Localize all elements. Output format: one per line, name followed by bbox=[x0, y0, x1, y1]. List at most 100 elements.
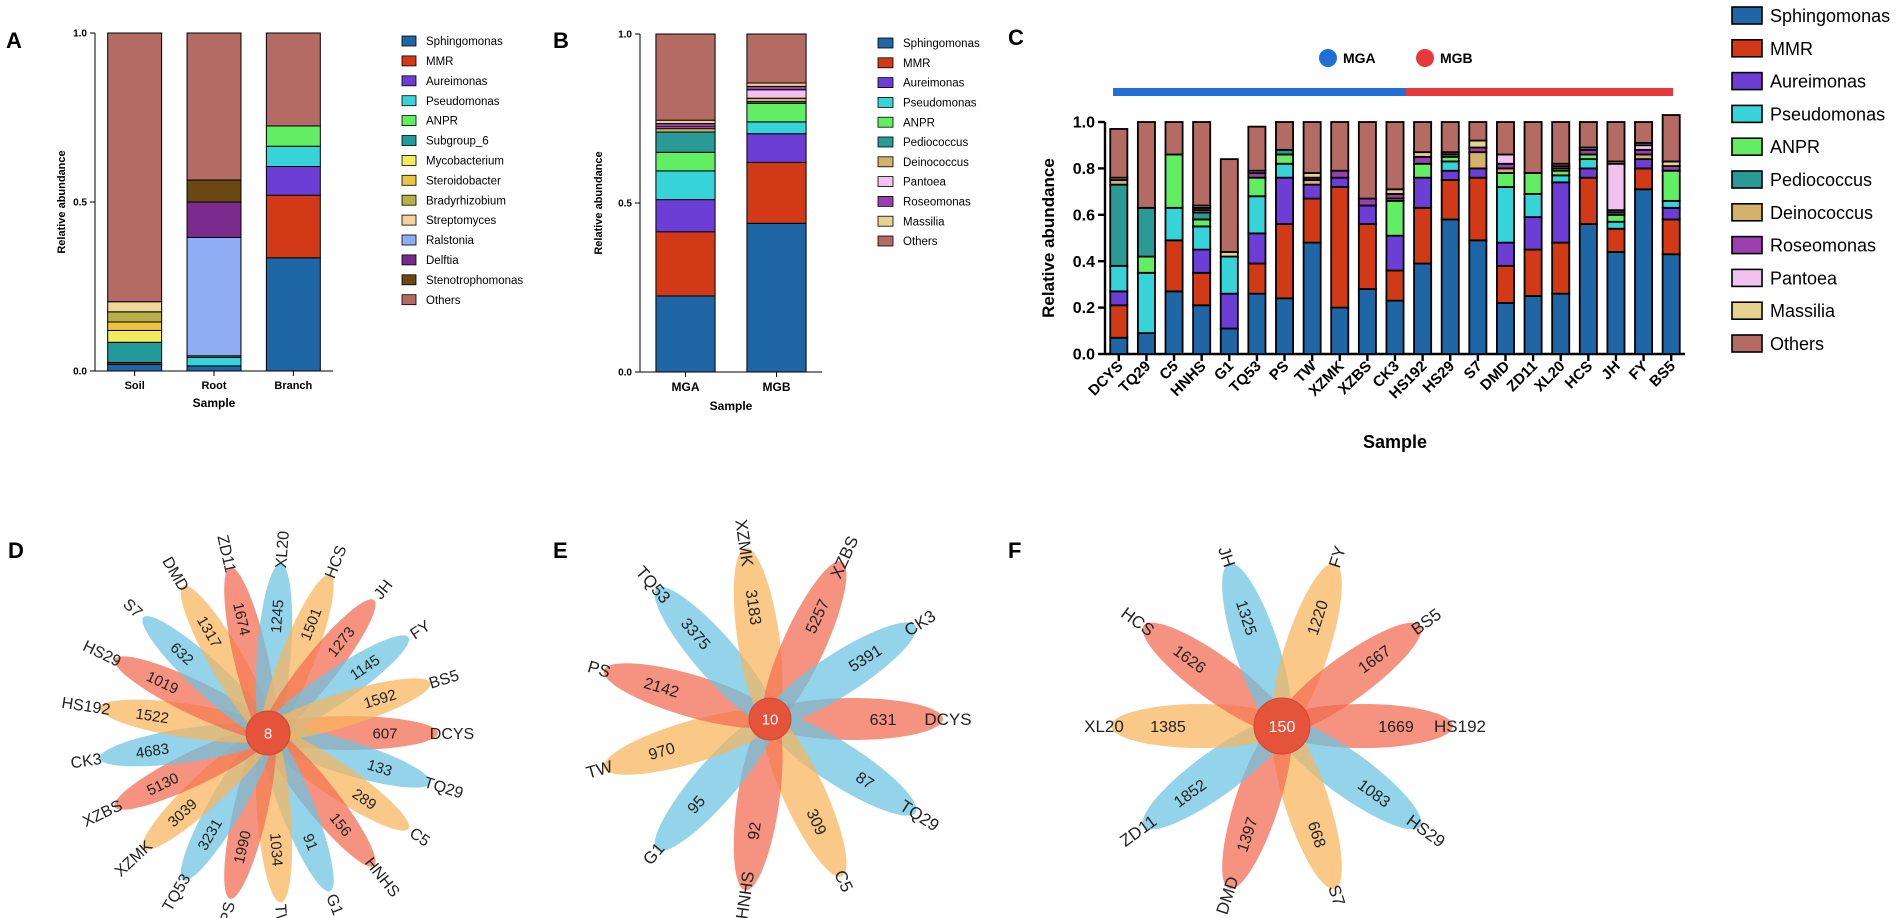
legend-swatch-pantoea bbox=[877, 176, 894, 188]
legend-label: Bradyrhizobium bbox=[426, 195, 506, 207]
bar-segment-others bbox=[1634, 121, 1654, 144]
petal-label: ZD11 bbox=[213, 534, 238, 575]
flower-center bbox=[245, 710, 291, 756]
bar-segment-pseudomonas bbox=[1219, 255, 1239, 295]
bar-segment-mmr bbox=[1247, 262, 1267, 295]
bar-segment-mmr bbox=[1634, 167, 1654, 191]
petal-value: 3183 bbox=[742, 589, 764, 627]
bar-segment-pseudomonas bbox=[1661, 199, 1681, 209]
legend-label: Stenotrophomonas bbox=[426, 275, 523, 287]
legend-label: Subgroup_6 bbox=[426, 136, 489, 148]
bar-segment-pantoea bbox=[1606, 162, 1626, 212]
flower-center-count: 10 bbox=[762, 711, 779, 728]
bar-segment-aureimonas bbox=[1634, 158, 1654, 170]
bar-segment-bradyrhizobium bbox=[107, 311, 163, 323]
petal-group bbox=[99, 563, 438, 903]
x-axis-title: Sample bbox=[193, 396, 236, 410]
petal-label: XZMK bbox=[731, 518, 757, 568]
petal-label: DCYS bbox=[924, 710, 971, 729]
bar-segment-aureimonas bbox=[1219, 292, 1239, 330]
bar-segment-sphingomonas bbox=[186, 365, 242, 372]
petal-value: 91 bbox=[299, 831, 321, 853]
bar-segment-mmr bbox=[1330, 186, 1350, 309]
petal-value: 1385 bbox=[1150, 719, 1186, 736]
x-tick-label: TQ53 bbox=[1226, 358, 1265, 397]
bar-segment-sphingomonas bbox=[1496, 302, 1515, 355]
y-tick-label: 0.0 bbox=[73, 367, 87, 378]
petal-group bbox=[1111, 563, 1453, 889]
bar-segment-others bbox=[1357, 121, 1377, 200]
legend-label: Others bbox=[426, 295, 461, 307]
legend-swatch-massilia bbox=[1731, 301, 1763, 321]
x-axis-title: Sample bbox=[1363, 432, 1427, 452]
bar-segment-mmr bbox=[1192, 271, 1212, 307]
flower-center-count: 8 bbox=[264, 725, 272, 742]
petal-label: S7 bbox=[1324, 883, 1348, 909]
legend-label: Others bbox=[1770, 334, 1824, 354]
legend-label: MMR bbox=[426, 56, 453, 68]
bar-segment-others bbox=[1302, 121, 1322, 174]
legend-label: Pantoea bbox=[903, 177, 946, 189]
petal-label: XL20 bbox=[273, 530, 293, 569]
petal-label: FY bbox=[407, 617, 434, 643]
bar-segment-others bbox=[1468, 121, 1488, 142]
petal-label: TW bbox=[584, 757, 615, 783]
legend-label: Roseomonas bbox=[903, 197, 971, 209]
petal-label: HS192 bbox=[60, 695, 111, 719]
bar-segment-mmr bbox=[1275, 223, 1294, 300]
legend-label: Pantoea bbox=[1770, 268, 1838, 288]
legend-swatch-mmr bbox=[401, 55, 417, 67]
bar-segment-deinococcus bbox=[655, 128, 716, 133]
bar-segment-pseudomonas bbox=[1164, 206, 1184, 242]
bar-segment-anpr bbox=[1164, 153, 1184, 209]
panel-label-d: D bbox=[8, 538, 24, 563]
bar-segment-mmr bbox=[1440, 179, 1460, 221]
panel-label-e: E bbox=[553, 538, 568, 563]
bar-segment-others bbox=[1192, 121, 1212, 207]
legend-label: Steroidobacter bbox=[426, 175, 501, 187]
x-tick-label: Branch bbox=[274, 380, 312, 392]
legend-swatch-subgroup-6 bbox=[401, 135, 417, 146]
chart-a: 0.0 0.5 1.0 Soil Root Branch Sample Relative ab… bbox=[56, 29, 523, 411]
bar-segment-pediococcus bbox=[1192, 211, 1212, 221]
petal-bs5 bbox=[258, 678, 431, 741]
petal-ps bbox=[603, 663, 777, 729]
bar-segment-mmr bbox=[1578, 176, 1598, 225]
petal-g1 bbox=[654, 712, 777, 852]
bar-segment-sphingomonas bbox=[746, 222, 807, 373]
y-axis-title: Relative abundance bbox=[593, 151, 605, 254]
bar-segment-sphingomonas bbox=[1413, 262, 1433, 355]
x-tick-label: MGB bbox=[763, 380, 791, 394]
bar-segment-mmr bbox=[746, 161, 807, 224]
legend-label: Delftia bbox=[426, 255, 459, 267]
bar-segment-others bbox=[1606, 121, 1626, 163]
legend-swatch-deinococcus bbox=[1731, 203, 1763, 222]
bar-segment-others bbox=[1275, 121, 1294, 151]
bar-segment-stenotrophomonas bbox=[186, 179, 242, 203]
y-tick-label: 1.0 bbox=[1073, 115, 1095, 132]
legend-swatch-pediococcus bbox=[1731, 170, 1763, 189]
bar-segment-pseudomonas bbox=[1192, 225, 1212, 251]
bar-segment-aureimonas bbox=[746, 133, 807, 163]
petal-label: HCS bbox=[322, 543, 350, 581]
legend-label: Aureimonas bbox=[1770, 72, 1866, 92]
bar-segment-pseudomonas bbox=[186, 356, 242, 367]
bar-segment-sphingomonas bbox=[1192, 304, 1212, 355]
y-axis-title: Relative abundance bbox=[1039, 158, 1058, 318]
bar-segment-pseudomonas bbox=[1247, 195, 1267, 235]
bar-segment-sphingomonas bbox=[1523, 295, 1543, 355]
legend-label: ANPR bbox=[1770, 137, 1820, 157]
panel-label-f: F bbox=[1008, 538, 1021, 563]
petal-label: XL20 bbox=[1084, 717, 1124, 736]
bar-segment-others bbox=[1247, 125, 1267, 172]
petal-label: XZBS bbox=[827, 533, 863, 581]
bar-segment-aureimonas bbox=[1523, 216, 1543, 251]
legend-swatch-mycobacterium bbox=[401, 154, 417, 166]
bar-segment-massilia bbox=[746, 82, 807, 87]
legend-swatch-pediococcus bbox=[877, 136, 894, 148]
bar-segment-anpr bbox=[265, 125, 321, 147]
petal-value: 970 bbox=[647, 740, 678, 764]
legend-swatch-pseudomonas bbox=[401, 95, 417, 107]
petal-value: 607 bbox=[372, 725, 397, 742]
